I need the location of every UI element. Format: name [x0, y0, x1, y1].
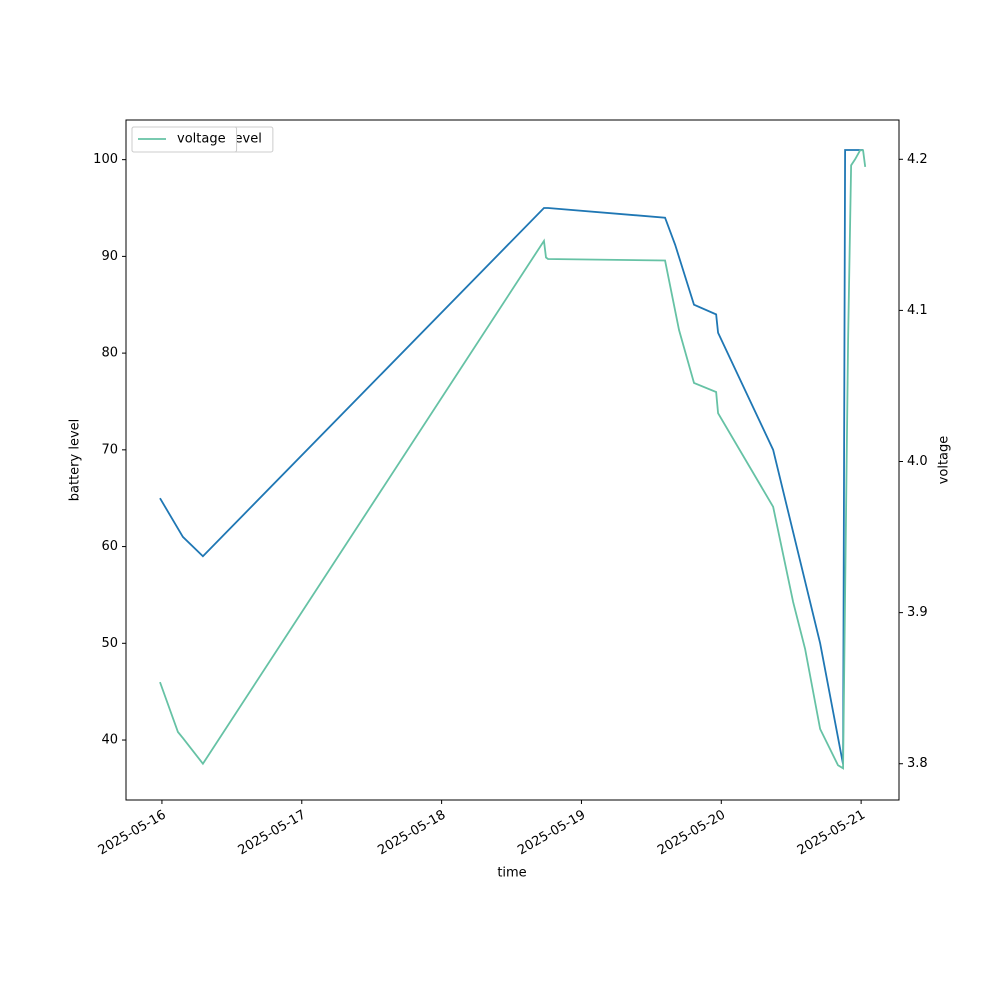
y-tick-label: 70 — [101, 442, 118, 457]
y2-axis-label: voltage — [937, 436, 952, 485]
y2-tick-label: 4.2 — [907, 152, 928, 167]
y-tick-label: 80 — [101, 346, 118, 361]
y-tick-label: 50 — [101, 636, 118, 651]
legend-box — [131, 126, 238, 153]
y2-tick-label: 4.0 — [907, 454, 928, 469]
x-tick-label: 2025-05-17 — [236, 808, 309, 859]
y-tick-label: 40 — [101, 733, 118, 748]
y2-tick-label: 3.8 — [907, 756, 928, 771]
y-tick-label: 90 — [101, 249, 118, 264]
y2-tick-label: 3.9 — [907, 605, 928, 620]
y-tick-label: 100 — [93, 152, 118, 167]
y2-tick-label: 4.1 — [907, 303, 928, 318]
x-tick-label: 2025-05-18 — [375, 808, 448, 859]
x-axis-label: time — [497, 866, 526, 881]
x-tick-label: 2025-05-21 — [795, 808, 868, 859]
x-tick-label: 2025-05-20 — [655, 808, 728, 859]
plot-frame — [125, 119, 900, 801]
legend: voltage — [131, 126, 238, 153]
series-line — [159, 149, 864, 765]
y-axis-label: battery level — [68, 419, 83, 502]
legend-label: voltage — [177, 132, 226, 147]
x-tick-label: 2025-05-19 — [515, 808, 588, 859]
x-tick-label: 2025-05-16 — [96, 808, 169, 859]
series-line — [159, 149, 867, 770]
y-tick-label: 60 — [101, 539, 118, 554]
